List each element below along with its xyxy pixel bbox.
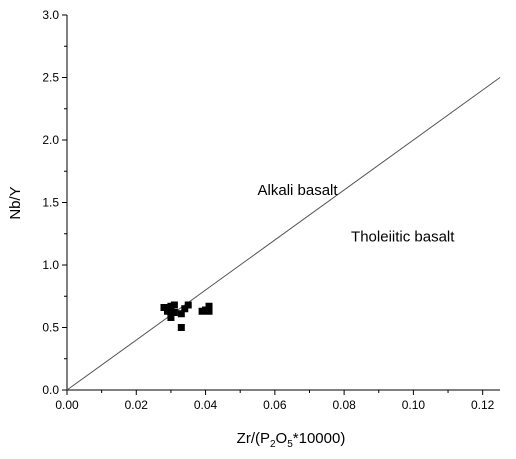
x-tick-label: 0.10 [402,398,426,412]
y-tick-label: 1.0 [42,258,59,272]
axes: 0.0 0.5 1.0 1.5 2.0 2.5 3.0 0.00 0.02 0.04 0.06 0.0… [42,8,500,412]
x-tick-label: 0.08 [332,398,356,412]
x-axis-title-mid: O [276,430,288,447]
y-tick-label: 0.5 [42,321,59,335]
y-axis-title: Nb/Y [7,186,24,219]
x-tick-label: 0.02 [125,398,149,412]
y-tick-label: 2.0 [42,133,59,147]
annotations: Alkali basalt Tholeiitic basalt [258,182,456,245]
data-point [205,307,213,315]
data-point [177,310,185,318]
data-point [163,307,171,315]
boundary-line [66,77,501,391]
y-tick-label: 2.5 [42,71,59,85]
x-tick-label: 0.00 [55,398,79,412]
x-axis-title-main: Zr/(P [237,430,270,447]
region-label: Alkali basalt [258,182,339,199]
data-point [170,301,178,309]
y-tick-label: 3.0 [42,8,59,22]
data-point [205,302,213,310]
x-axis-title: Zr/(P2O5*10000) [237,430,346,450]
y-tick-label: 0.0 [42,383,59,397]
x-axis-title-sub2: 5 [287,439,293,450]
data-points [160,301,213,331]
x-tick-label: 0.04 [194,398,218,412]
data-point [160,304,168,311]
x-tick-label: 0.06 [263,398,287,412]
x-axis-title-sub1: 2 [270,439,276,450]
boundary-line-group [66,77,501,391]
x-tick-label: 0.12 [471,398,495,412]
region-label: Tholeiitic basalt [351,228,455,245]
data-point [177,324,185,331]
x-axis-title-tail: *10000) [293,430,346,447]
data-point [167,314,175,321]
y-tick-label: 1.5 [42,196,59,210]
data-point [170,309,178,316]
data-point [181,305,189,313]
data-point [184,301,192,309]
